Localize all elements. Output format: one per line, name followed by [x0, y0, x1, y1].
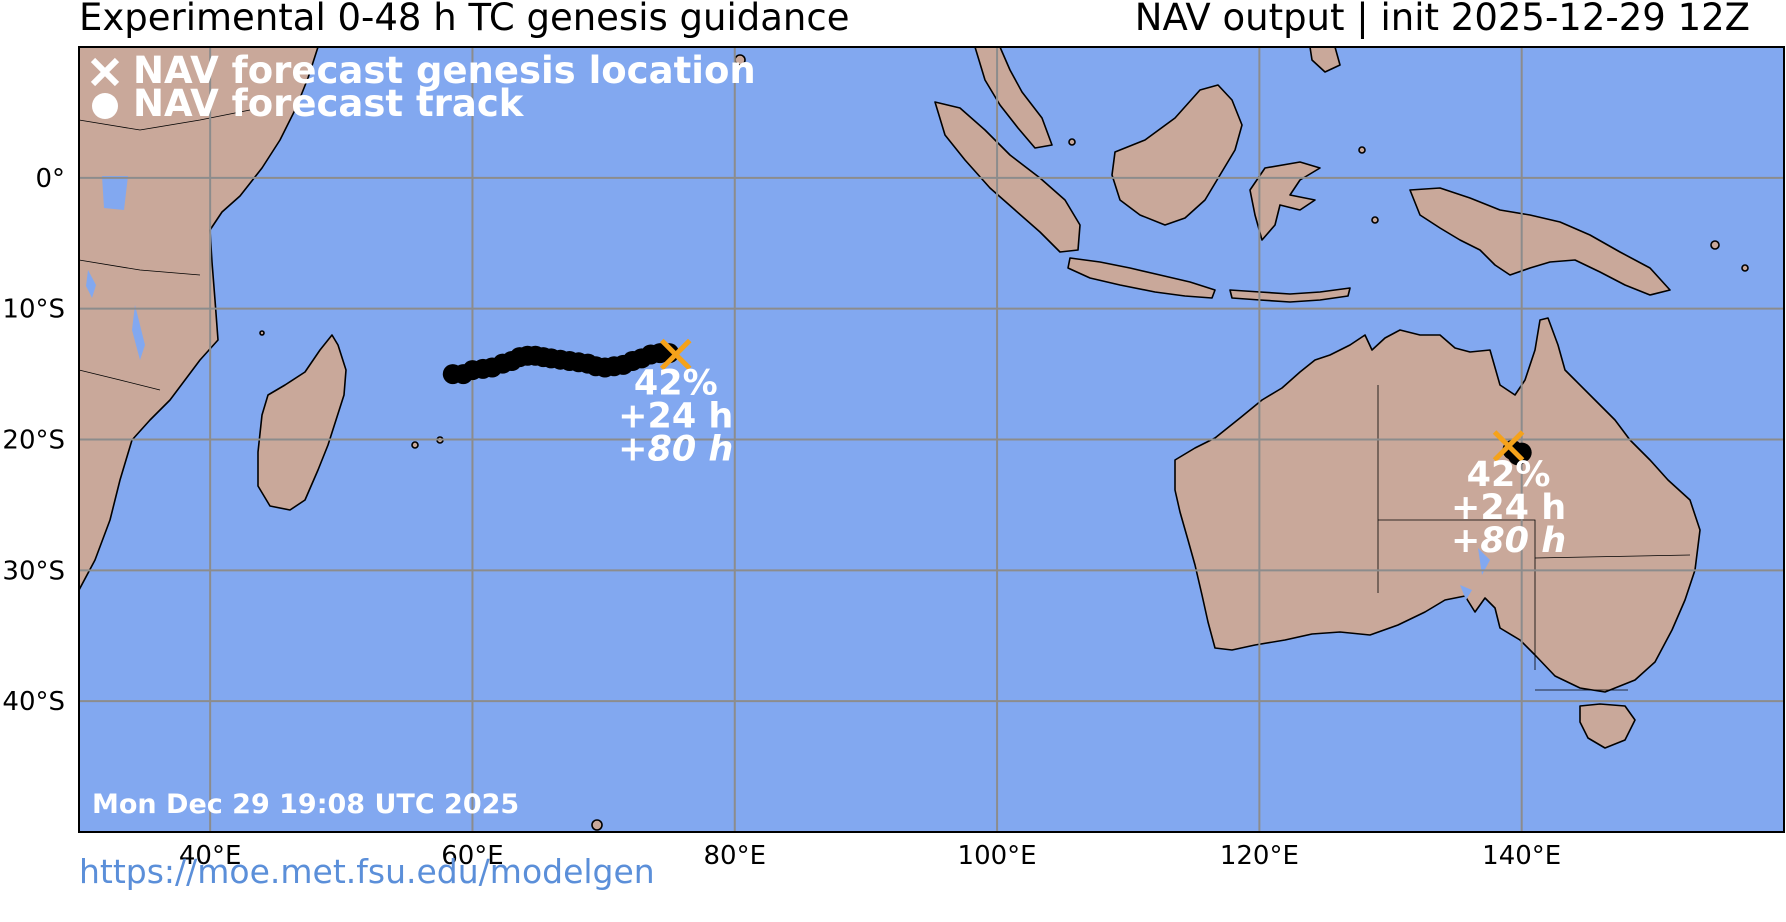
lon-tick-label: 120°E [1220, 841, 1299, 871]
legend-genesis-label: NAV forecast genesis location [133, 49, 756, 92]
lat-tick-label: 40°S [2, 687, 65, 717]
philippines [1309, 47, 1341, 73]
malay-peninsula [974, 47, 1053, 149]
legend-track-label: NAV forecast track [133, 82, 525, 125]
legend: NAV forecast genesis location NAV foreca… [90, 49, 756, 125]
borders-layer [79, 109, 1691, 691]
island [411, 441, 419, 449]
australia [1174, 317, 1701, 693]
genesis-marker [659, 338, 692, 371]
java [1067, 257, 1216, 299]
source-link[interactable]: https://moe.met.fsu.edu/modelgen [79, 852, 655, 891]
forecast-systems: 42%+24 h+80 h42%+24 h+80 h [442, 338, 1566, 561]
island [591, 819, 603, 831]
tasmania [1579, 703, 1636, 749]
lakes-layer [86, 176, 1490, 600]
lat-tick-label: 10°S [2, 295, 65, 325]
circle-marker-icon [92, 93, 118, 119]
africa-landmass [79, 47, 319, 591]
genesis-marker [1492, 430, 1525, 462]
gridlines [79, 47, 1784, 832]
borneo [1111, 84, 1243, 226]
x-marker-icon [90, 57, 120, 87]
madagascar [257, 334, 347, 511]
page-title: Experimental 0-48 h TC genesis guidance [79, 0, 850, 39]
island [1068, 138, 1076, 146]
land-layer [79, 47, 1749, 831]
sulawesi [1249, 161, 1321, 241]
new-guinea [1409, 187, 1671, 296]
genesis-lead-time: +24 h [1451, 488, 1566, 528]
forecast-system: 42%+24 h+80 h [1451, 430, 1566, 561]
forecast-system: 42%+24 h+80 h [442, 338, 733, 469]
lon-tick-label: 100°E [958, 841, 1037, 871]
genesis-lead-time: +24 h [618, 396, 733, 436]
lat-tick-label: 20°S [2, 426, 65, 456]
lon-tick-label: 80°E [704, 841, 767, 871]
island [1710, 240, 1720, 250]
lon-tick-label: 60°E [441, 841, 504, 871]
lon-tick-label: 40°E [179, 841, 242, 871]
island [259, 330, 265, 336]
lat-tick-labels: 0° 10°S 20°S 30°S 40°S [2, 164, 65, 717]
lon-tick-labels: 40°E 60°E 80°E 100°E 120°E 140°E [179, 841, 1561, 871]
model-init-label: NAV output | init 2025-12-29 12Z [1134, 0, 1750, 39]
island [1358, 146, 1366, 154]
genesis-probability: 42% [634, 363, 718, 403]
track-duration: +80 h [618, 429, 733, 469]
genesis-probability: 42% [1467, 455, 1551, 495]
timestamp: Mon Dec 29 19:08 UTC 2025 [92, 789, 519, 820]
island [1371, 216, 1379, 224]
lon-tick-label: 140°E [1482, 841, 1561, 871]
island [1741, 264, 1749, 272]
map-frame [78, 46, 1785, 833]
lat-tick-label: 30°S [2, 556, 65, 586]
track-duration: +80 h [1451, 521, 1566, 561]
lat-tick-label: 0° [35, 164, 65, 194]
